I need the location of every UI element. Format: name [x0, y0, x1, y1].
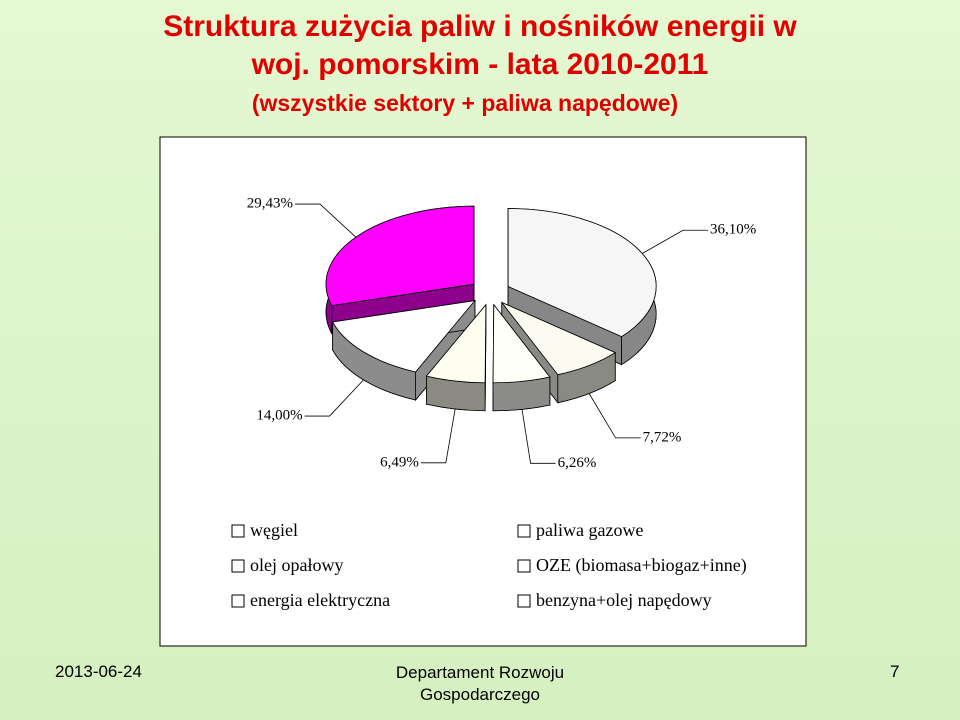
slice-top — [325, 205, 475, 307]
plot-frame — [159, 136, 807, 647]
legend-swatch — [231, 594, 245, 608]
legend-label: energia elektryczna — [250, 590, 390, 610]
leader-line — [588, 393, 641, 439]
footer-date: 2013-06-24 — [55, 662, 142, 681]
legend-swatch — [231, 524, 245, 538]
leader-line — [420, 408, 456, 464]
pie-slice — [425, 303, 487, 412]
leader-line — [294, 203, 357, 238]
legend-label: olej opałowy — [250, 555, 343, 575]
legend-swatch — [517, 524, 531, 538]
legend-label: benzyna+olej napędowy — [536, 590, 712, 610]
legend-swatch — [231, 559, 245, 573]
legend-swatch — [517, 594, 531, 608]
legend-label: paliwa gazowe — [536, 520, 643, 540]
chart-title: Struktura zużycia paliw i nośników energ… — [163, 10, 797, 81]
slice-top — [492, 303, 551, 384]
data-label: 14,00% — [256, 408, 302, 424]
data-label: 29,43% — [247, 196, 293, 212]
slice-top — [425, 303, 487, 384]
leader-line — [642, 229, 709, 254]
data-label: 36,10% — [710, 222, 756, 238]
footer-page: 7 — [890, 662, 900, 681]
data-label: 7,72% — [643, 429, 682, 445]
pie-slice — [492, 303, 551, 412]
slice-top — [332, 300, 476, 373]
pie-slice — [507, 208, 657, 366]
legend-swatch — [517, 559, 531, 573]
legend-label: węgiel — [250, 520, 298, 540]
data-label: 6,49% — [380, 454, 419, 470]
leader-line — [521, 409, 556, 464]
legend-label: OZE (biomasa+biogaz+inne) — [536, 555, 747, 576]
leader-line — [304, 379, 364, 417]
chart-subtitle: (wszystkie sektory + paliwa napędowe) — [251, 90, 679, 116]
footer-department: Departament Rozwoju Gospodarczego — [395, 663, 565, 704]
data-label: 6,26% — [558, 455, 597, 471]
slice-top — [501, 302, 617, 376]
